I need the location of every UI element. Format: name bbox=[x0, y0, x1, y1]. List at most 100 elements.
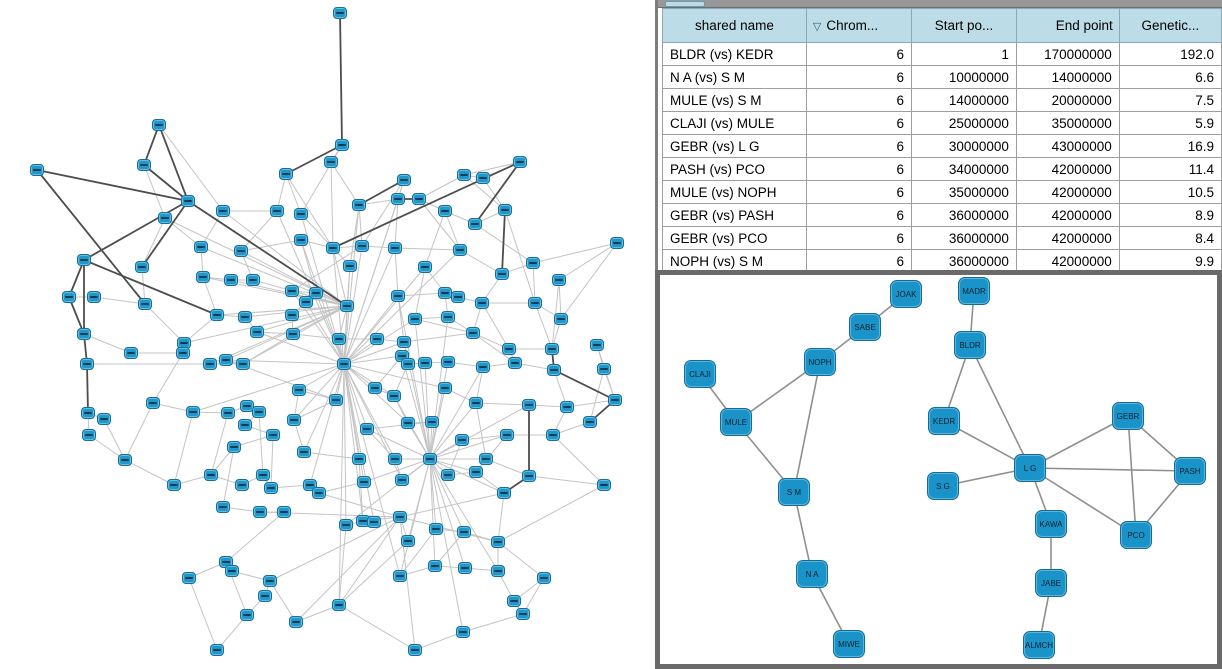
network-edge[interactable] bbox=[481, 302, 510, 350]
network-edge[interactable] bbox=[343, 363, 396, 460]
network-node[interactable] bbox=[528, 297, 542, 309]
column-header-chrom-[interactable]: ▽ Chrom... bbox=[805, 8, 913, 43]
network-node[interactable] bbox=[457, 169, 471, 181]
network-edge[interactable] bbox=[558, 242, 618, 281]
network-edge[interactable] bbox=[269, 516, 401, 582]
network-edge[interactable] bbox=[343, 363, 395, 397]
table-cell[interactable]: GEBR (vs) L G bbox=[662, 134, 807, 158]
network-edge[interactable] bbox=[68, 259, 85, 298]
network-node[interactable] bbox=[167, 479, 181, 491]
network-node[interactable] bbox=[81, 407, 95, 419]
network-node[interactable] bbox=[438, 382, 452, 394]
subnetwork-node-kawa[interactable]: KAWA bbox=[1035, 510, 1067, 538]
network-node[interactable] bbox=[401, 535, 415, 547]
network-edge[interactable] bbox=[315, 292, 345, 365]
network-edge[interactable] bbox=[242, 333, 294, 365]
network-node[interactable] bbox=[337, 358, 351, 370]
network-node[interactable] bbox=[299, 296, 313, 308]
network-edge[interactable] bbox=[188, 577, 218, 651]
network-edge[interactable] bbox=[429, 458, 465, 533]
table-cell[interactable]: 6.6 bbox=[1118, 65, 1222, 89]
network-node[interactable] bbox=[455, 434, 469, 446]
network-node[interactable] bbox=[285, 285, 299, 297]
network-edge[interactable] bbox=[124, 402, 154, 461]
network-edge[interactable] bbox=[343, 341, 405, 365]
network-node[interactable] bbox=[210, 644, 224, 656]
network-node[interactable] bbox=[516, 608, 530, 620]
network-node[interactable] bbox=[210, 309, 224, 321]
network-edge[interactable] bbox=[343, 363, 401, 577]
network-node[interactable] bbox=[387, 390, 401, 402]
network-edge[interactable] bbox=[1029, 415, 1129, 469]
network-node[interactable] bbox=[256, 469, 270, 481]
network-edge[interactable] bbox=[394, 247, 399, 297]
network-edge[interactable] bbox=[501, 209, 506, 275]
network-node[interactable] bbox=[495, 268, 509, 280]
network-edge[interactable] bbox=[532, 242, 618, 264]
network-node[interactable] bbox=[287, 414, 301, 426]
table-cell[interactable]: 20000000 bbox=[1015, 88, 1120, 112]
network-node[interactable] bbox=[221, 407, 235, 419]
network-edge[interactable] bbox=[474, 161, 521, 225]
network-edge[interactable] bbox=[560, 242, 618, 320]
network-edge[interactable] bbox=[192, 363, 345, 413]
table-cell[interactable]: MULE (vs) S M bbox=[662, 88, 807, 112]
table-cell[interactable]: BLDR (vs) KEDR bbox=[662, 42, 807, 66]
network-edge[interactable] bbox=[158, 124, 224, 212]
table-cell[interactable]: 25000000 bbox=[911, 111, 1017, 135]
network-edge[interactable] bbox=[552, 434, 605, 486]
network-node[interactable] bbox=[513, 156, 527, 168]
filter-icon[interactable]: ▽ bbox=[812, 21, 822, 33]
table-cell[interactable]: 14000000 bbox=[1015, 65, 1120, 89]
network-node[interactable] bbox=[497, 487, 511, 499]
table-cell[interactable]: 6 bbox=[805, 65, 913, 89]
network-edge[interactable] bbox=[1127, 415, 1137, 536]
network-node[interactable] bbox=[393, 511, 407, 523]
network-node[interactable] bbox=[554, 313, 568, 325]
network-edge[interactable] bbox=[225, 511, 285, 563]
table-cell[interactable]: 6 bbox=[805, 180, 913, 204]
network-node[interactable] bbox=[235, 479, 249, 491]
network-edge[interactable] bbox=[363, 458, 431, 483]
network-edge[interactable] bbox=[346, 265, 351, 307]
table-cell[interactable]: CLAJI (vs) MULE bbox=[662, 111, 807, 135]
network-node[interactable] bbox=[441, 311, 455, 323]
network-edge[interactable] bbox=[338, 524, 347, 606]
network-node[interactable] bbox=[250, 326, 264, 338]
network-edge[interactable] bbox=[429, 458, 464, 633]
network-edge[interactable] bbox=[305, 301, 345, 365]
network-edge[interactable] bbox=[969, 344, 1031, 469]
table-row[interactable]: BLDR (vs) KEDR 6 1 170000000 192.0 bbox=[662, 42, 1222, 66]
network-node[interactable] bbox=[329, 394, 343, 406]
table-cell[interactable]: 8.4 bbox=[1118, 226, 1222, 250]
network-node[interactable] bbox=[204, 469, 218, 481]
network-node[interactable] bbox=[418, 357, 432, 369]
network-node[interactable] bbox=[225, 565, 239, 577]
network-edge[interactable] bbox=[528, 475, 605, 486]
table-cell[interactable]: 8.9 bbox=[1118, 203, 1222, 227]
network-node[interactable] bbox=[87, 291, 101, 303]
network-edge[interactable] bbox=[258, 411, 264, 476]
network-edge[interactable] bbox=[504, 209, 536, 304]
table-cell[interactable]: PASH (vs) PCO bbox=[662, 157, 807, 181]
subnetwork-node-jabe[interactable]: JABE bbox=[1035, 569, 1067, 597]
network-node[interactable] bbox=[263, 575, 277, 587]
network-edge[interactable] bbox=[343, 295, 399, 365]
network-node[interactable] bbox=[181, 195, 195, 207]
network-node[interactable] bbox=[583, 416, 597, 428]
network-edge[interactable] bbox=[269, 580, 297, 623]
network-edge[interactable] bbox=[68, 296, 85, 335]
network-node[interactable] bbox=[216, 501, 230, 513]
network-node[interactable] bbox=[355, 240, 369, 252]
network-node[interactable] bbox=[423, 453, 437, 465]
table-row[interactable]: CLAJI (vs) MULE 6 25000000 35000000 5.9 bbox=[662, 111, 1222, 135]
table-row[interactable]: N A (vs) S M 6 10000000 14000000 6.6 bbox=[662, 65, 1222, 89]
network-edge[interactable] bbox=[158, 124, 189, 202]
subnetwork-node-claji[interactable]: CLAJI bbox=[684, 360, 716, 388]
network-edge[interactable] bbox=[534, 302, 553, 350]
network-node[interactable] bbox=[560, 401, 574, 413]
network-node[interactable] bbox=[547, 364, 561, 376]
table-row[interactable]: PASH (vs) PCO 6 34000000 42000000 11.4 bbox=[662, 157, 1222, 181]
network-edge[interactable] bbox=[338, 604, 416, 651]
network-node[interactable] bbox=[332, 599, 346, 611]
